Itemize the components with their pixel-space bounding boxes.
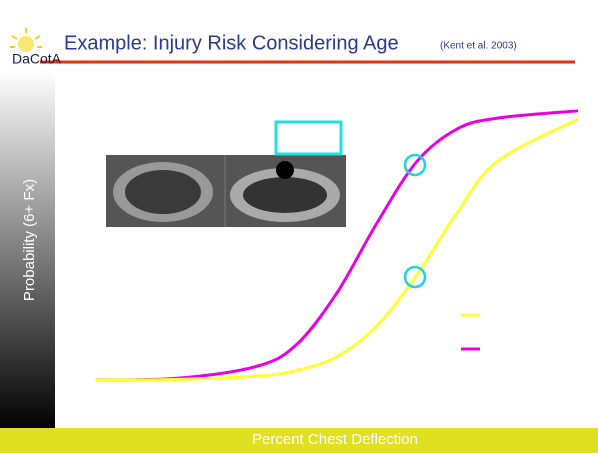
highlight-box: [274, 120, 343, 156]
slide-title: Example: Injury Risk Considering Age: [64, 32, 399, 54]
side-strip: [0, 70, 55, 430]
highlight-circle: [403, 265, 427, 289]
bottom-band: [0, 428, 598, 453]
ct-scan-image: [106, 155, 346, 227]
series-line: [94, 117, 579, 382]
series-line: [94, 109, 579, 382]
logo-sun: [10, 28, 42, 52]
x-axis-label: Percent Chest Deflection: [252, 431, 418, 448]
citation: (Kent et al. 2003): [440, 41, 517, 52]
highlight-circle: [403, 153, 427, 177]
y-axis-label: Probability (6+ Fx): [21, 179, 38, 301]
logo-text: DaCotA: [12, 51, 62, 67]
marker-dot: [276, 161, 294, 179]
